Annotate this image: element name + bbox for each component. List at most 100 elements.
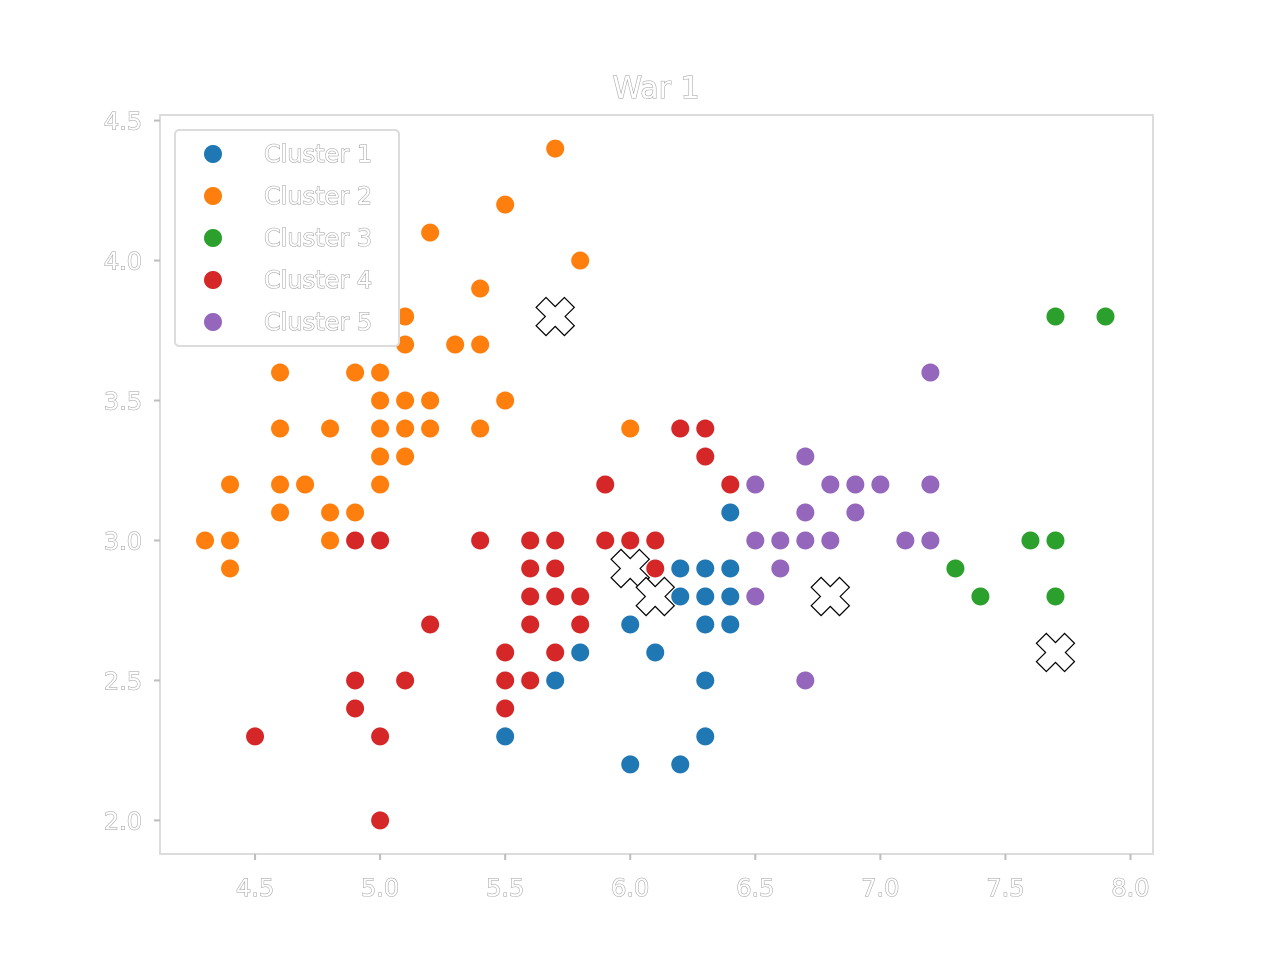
- cluster-1-point: [646, 643, 665, 662]
- cluster-2-point: [471, 335, 490, 354]
- cluster-1-point: [696, 559, 715, 578]
- legend-marker-cluster-2: [204, 187, 222, 205]
- cluster-2-point: [321, 419, 340, 438]
- legend-label-cluster-3: Cluster 3: [264, 224, 372, 252]
- cluster-2-point: [421, 223, 440, 242]
- cluster-2-point: [196, 531, 215, 550]
- cluster-2-point: [221, 531, 240, 550]
- cluster-1-point: [546, 671, 565, 690]
- cluster-1-point: [696, 615, 715, 634]
- cluster-1-point: [671, 559, 690, 578]
- cluster-2-point: [571, 251, 590, 270]
- cluster-2-point: [621, 419, 640, 438]
- cluster-4-point: [521, 615, 540, 634]
- cluster-5-point: [821, 531, 840, 550]
- cluster-4-point: [371, 531, 390, 550]
- cluster-5-point: [796, 503, 815, 522]
- cluster-2-point: [471, 279, 490, 298]
- cluster-5-point: [896, 531, 915, 550]
- cluster-4-point: [346, 699, 365, 718]
- y-tick-label: 2.0: [104, 807, 142, 835]
- legend-box: [174, 129, 400, 347]
- cluster-4-point: [646, 559, 665, 578]
- centroid-marker: [635, 576, 676, 617]
- y-tick-label: 3.0: [104, 527, 142, 555]
- cluster-2-point: [471, 419, 490, 438]
- cluster-4-point: [396, 671, 415, 690]
- cluster-1-point: [671, 587, 690, 606]
- cluster-5-point: [921, 363, 940, 382]
- cluster-4-point: [546, 559, 565, 578]
- cluster-4-point: [346, 671, 365, 690]
- cluster-2-point: [371, 391, 390, 410]
- cluster-4-point: [621, 531, 640, 550]
- cluster-2-point: [546, 139, 565, 158]
- y-axis: 2.0 2.5 3.0 3.5 4.0 4.5: [103, 107, 160, 836]
- cluster-5-point: [746, 531, 765, 550]
- chart-title: War 1: [612, 71, 699, 106]
- cluster-4-point: [421, 615, 440, 634]
- cluster-1-point: [571, 643, 590, 662]
- cluster-2-point: [371, 419, 390, 438]
- cluster-3-point: [946, 559, 965, 578]
- cluster-2-point: [271, 503, 290, 522]
- cluster-4-point: [521, 531, 540, 550]
- cluster-2-point: [271, 475, 290, 494]
- cluster-2-point: [496, 195, 515, 214]
- cluster-4-point: [546, 587, 565, 606]
- legend-label-cluster-4: Cluster 4: [264, 266, 372, 294]
- cluster-1-point: [721, 587, 740, 606]
- cluster-4-point: [521, 671, 540, 690]
- cluster-2-point: [396, 391, 415, 410]
- cluster-4-point: [646, 531, 665, 550]
- cluster-4-point: [571, 587, 590, 606]
- cluster-5-point: [846, 503, 865, 522]
- plot-area: [159, 114, 1154, 855]
- cluster-1-point: [621, 615, 640, 634]
- cluster-4-point: [496, 671, 515, 690]
- x-tick-label: 6.5: [736, 874, 774, 902]
- cluster-2-point: [396, 307, 415, 326]
- y-tick-label: 2.5: [104, 667, 142, 695]
- cluster-1-point: [621, 755, 640, 774]
- cluster-2-point: [421, 419, 440, 438]
- cluster-2-point: [371, 363, 390, 382]
- cluster-2-point: [346, 503, 365, 522]
- legend-marker-cluster-4: [204, 271, 222, 289]
- x-tick-label: 7.0: [861, 874, 899, 902]
- centroid-markers: [535, 296, 1076, 673]
- cluster-5-point: [846, 475, 865, 494]
- cluster-5-point: [746, 587, 765, 606]
- cluster-2-point: [321, 503, 340, 522]
- x-tick-label: 8.0: [1111, 874, 1149, 902]
- cluster-1-point: [721, 559, 740, 578]
- cluster-4-point: [596, 531, 615, 550]
- centroid-marker: [1035, 632, 1076, 673]
- cluster-1-point: [721, 615, 740, 634]
- cluster-5-point: [921, 475, 940, 494]
- cluster-2-point: [446, 335, 465, 354]
- cluster-3-point: [1096, 307, 1115, 326]
- x-axis: 4.5 5.0 5.5 6.0 6.5 7.0 7.5 8.0: [235, 854, 1150, 903]
- cluster-4-point: [246, 727, 265, 746]
- cluster-1-point: [696, 727, 715, 746]
- cluster-5-point: [746, 475, 765, 494]
- centroid-marker: [535, 296, 576, 337]
- legend-label-cluster-5: Cluster 5: [264, 308, 372, 336]
- x-tick-label: 4.5: [236, 874, 274, 902]
- cluster-2-point: [271, 363, 290, 382]
- cluster-1-point: [496, 727, 515, 746]
- cluster-2-point: [396, 447, 415, 466]
- cluster-2-point: [396, 335, 415, 354]
- cluster-4-point: [696, 419, 715, 438]
- cluster-2-point: [371, 475, 390, 494]
- cluster-1-point: [696, 671, 715, 690]
- legend-label-cluster-1: Cluster 1: [264, 140, 372, 168]
- cluster-2-point: [421, 391, 440, 410]
- legend: Cluster 1 Cluster 2 Cluster 3 Cluster 4 Clus…: [174, 129, 400, 347]
- cluster-4-point: [546, 531, 565, 550]
- cluster-4-point: [371, 811, 390, 830]
- cluster-3-point: [1021, 531, 1040, 550]
- cluster-5-point: [796, 447, 815, 466]
